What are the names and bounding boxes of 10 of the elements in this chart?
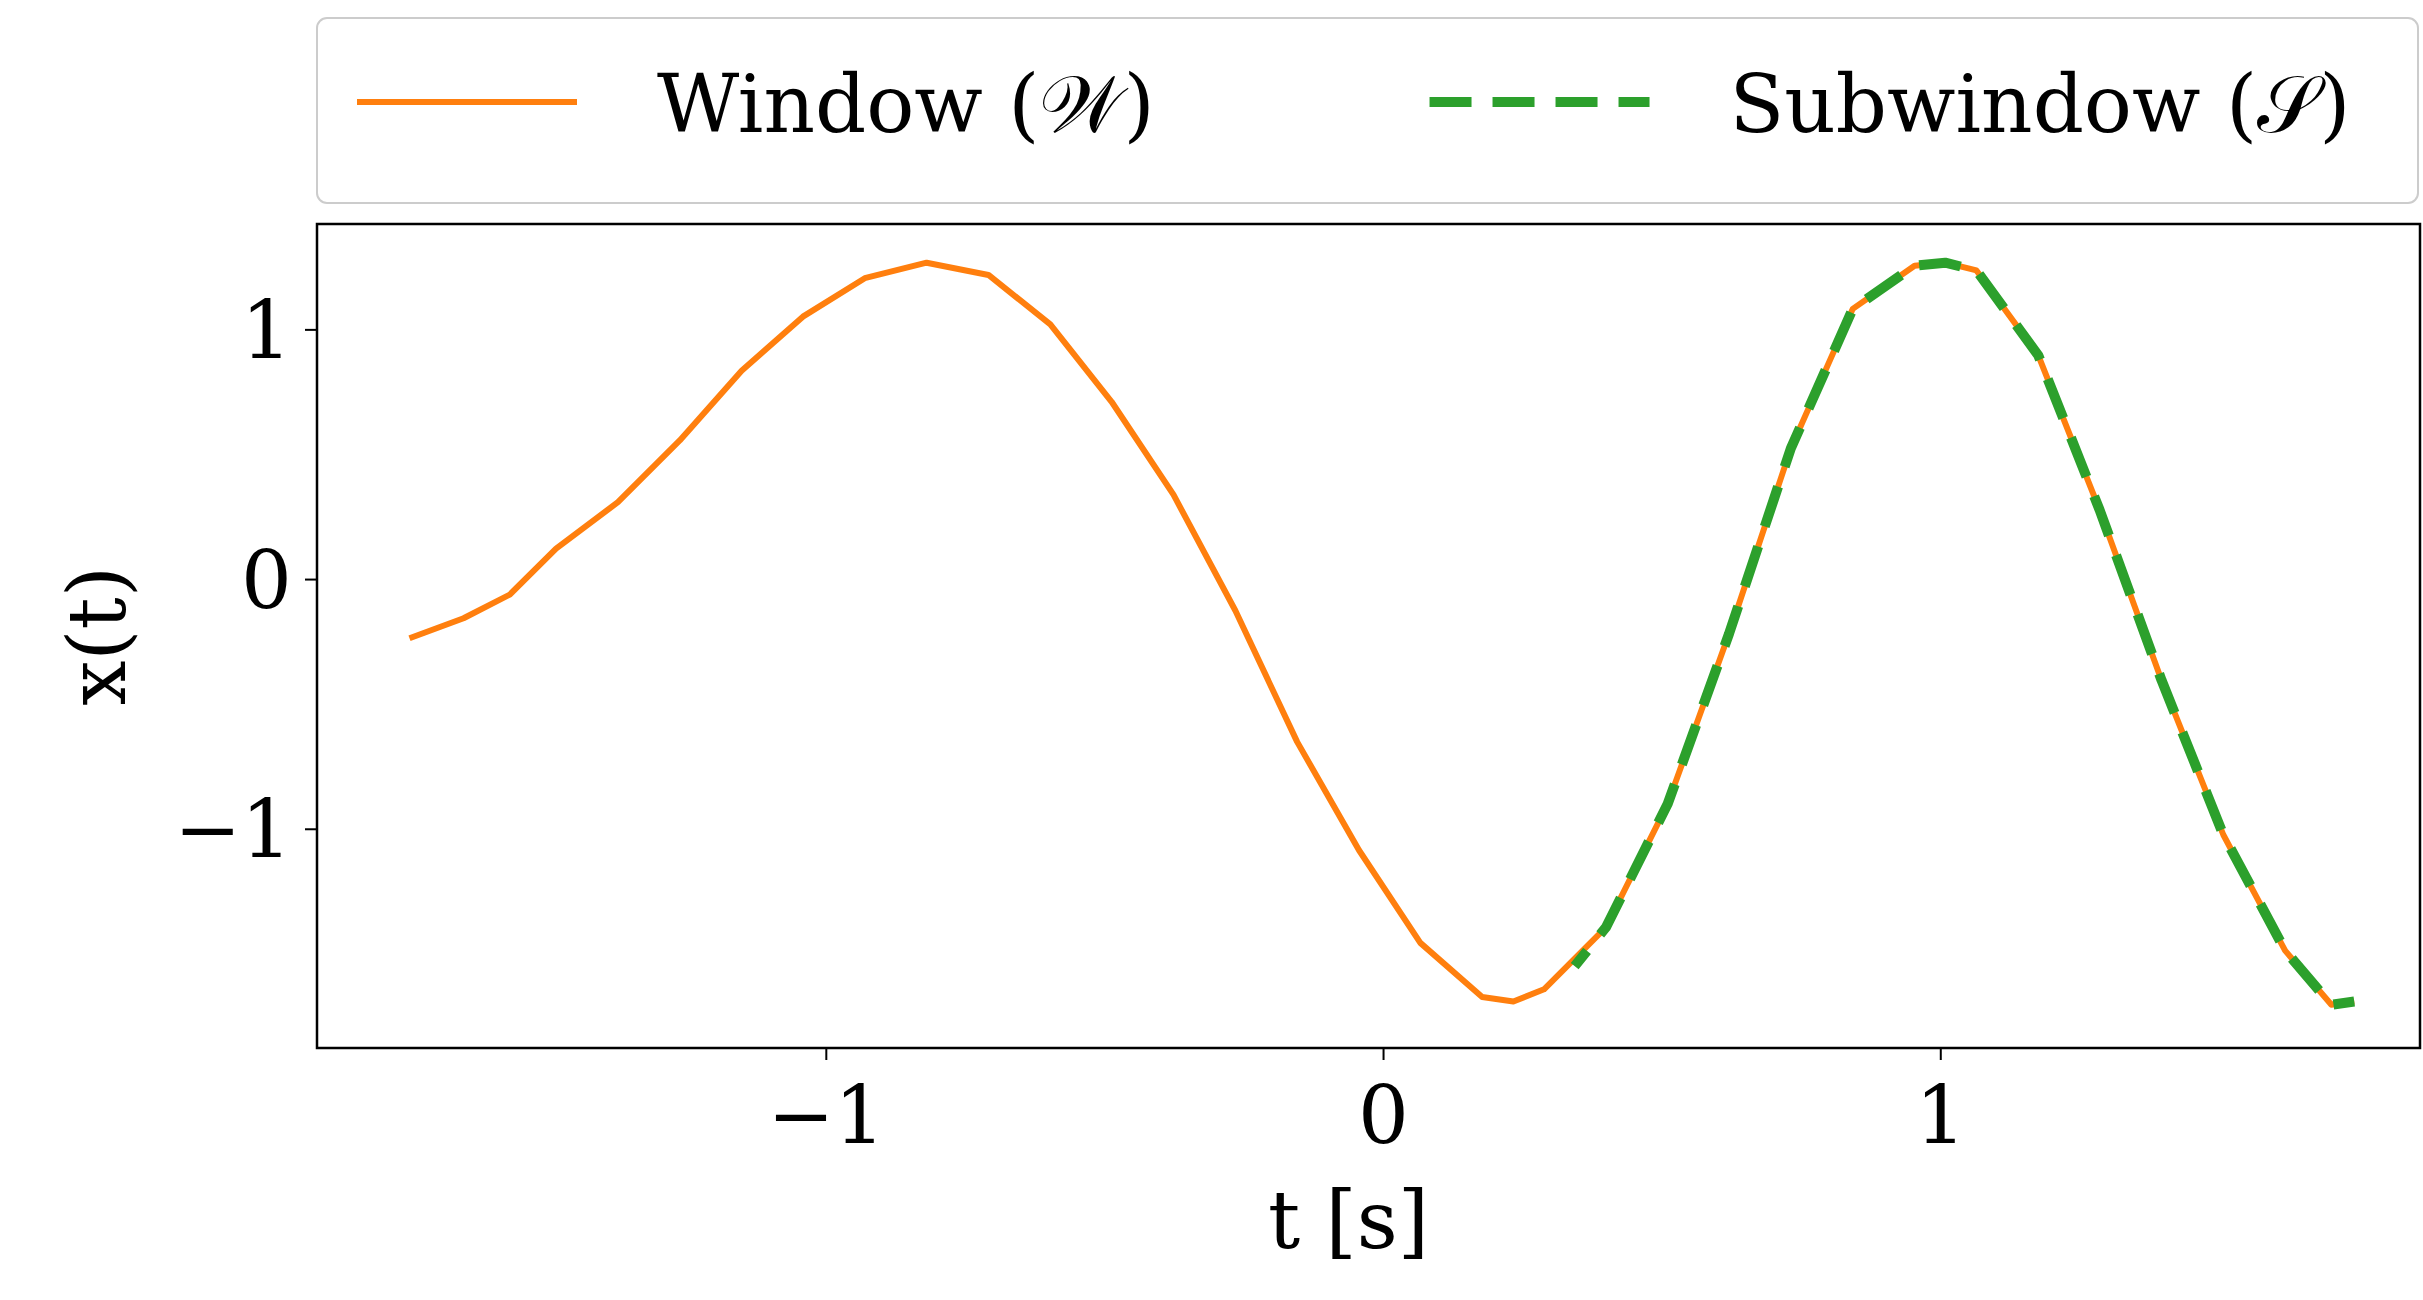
y-axis-title: x(t) xyxy=(51,566,144,706)
y-tick-label: −1 xyxy=(174,783,292,877)
x-axis-title: t [s] xyxy=(1267,1174,1430,1267)
y-tick-label: 1 xyxy=(241,283,292,377)
x-tick-label: 0 xyxy=(1358,1069,1409,1162)
x-tick-label: 1 xyxy=(1915,1069,1967,1162)
legend-label: Window (𝒲) xyxy=(657,58,1155,151)
legend-label: Subwindow (𝒮) xyxy=(1729,58,2351,151)
x-tick-label: −1 xyxy=(767,1069,886,1162)
y-tick-label: 0 xyxy=(241,533,292,627)
